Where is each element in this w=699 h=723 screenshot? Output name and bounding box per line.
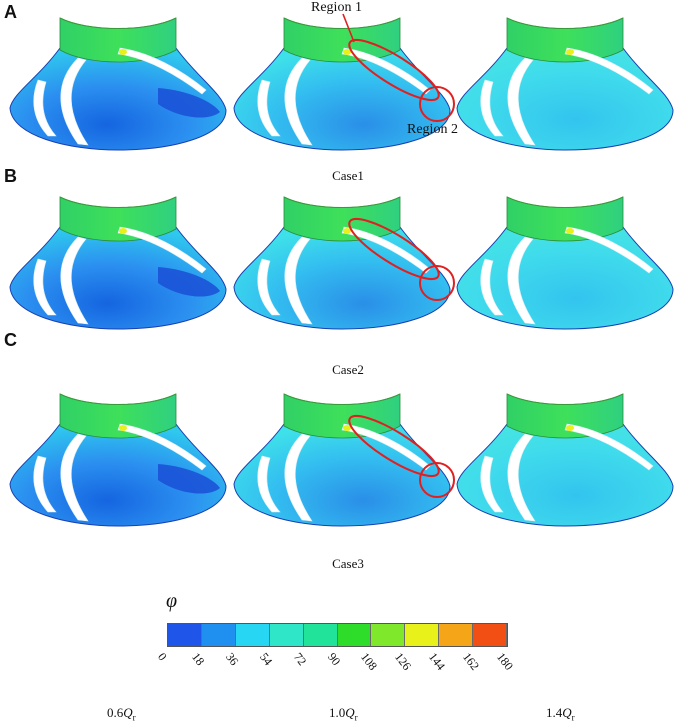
- colorbar-symbol: φ: [166, 590, 178, 612]
- blade-gap: [480, 79, 504, 137]
- impeller: [456, 196, 674, 330]
- inlet-hotspot: [119, 228, 127, 234]
- region-1-label: Region 1: [311, 0, 362, 15]
- blade-gap: [60, 433, 89, 522]
- colorbar-segment: [473, 624, 508, 646]
- impeller-rim: [283, 393, 401, 405]
- low-angle-patch: [158, 267, 220, 297]
- blade-gap: [257, 455, 281, 513]
- blade-gap: [507, 236, 536, 325]
- low-angle-patch: [158, 88, 220, 118]
- impeller-rim: [59, 196, 177, 208]
- inlet-hotspot: [566, 228, 574, 234]
- flow-rate-high-symbol: Q: [562, 705, 572, 720]
- impeller: [456, 17, 674, 151]
- flow-rate-high-sub: r: [571, 712, 575, 723]
- colorbar-segment: [371, 624, 406, 646]
- blade-gap: [60, 236, 89, 325]
- inlet-hotspot: [343, 228, 351, 234]
- blade-gap: [284, 57, 313, 146]
- colorbar-segment: [405, 624, 440, 646]
- inlet-hotspot: [343, 49, 351, 55]
- inlet-hotspot: [119, 49, 127, 55]
- colorbar-segment: [201, 624, 236, 646]
- colorbar-segment: [269, 624, 304, 646]
- impeller: [233, 196, 451, 330]
- blade-gap: [284, 236, 313, 325]
- blade-gap: [507, 57, 536, 146]
- region-2-circle: [419, 86, 455, 122]
- flow-rate-low-symbol: Q: [123, 705, 133, 720]
- impeller-rim: [283, 17, 401, 29]
- impeller: [9, 393, 227, 527]
- impeller: [233, 17, 451, 151]
- flow-rate-low-coef: 0.6: [107, 705, 124, 720]
- case-label-2: Case2: [332, 362, 364, 377]
- colorbar-segment: [337, 624, 372, 646]
- flow-rate-design-sub: r: [354, 712, 358, 723]
- flow-rate-high-coef: 1.4: [546, 705, 563, 720]
- blade-gap: [257, 258, 281, 316]
- flow-rate-low-sub: r: [132, 712, 136, 723]
- colorbar-segment: [439, 624, 474, 646]
- impeller-rim: [506, 393, 624, 405]
- region-1-ellipse: [348, 38, 440, 102]
- blade-gap: [33, 455, 57, 513]
- panel-letter-c: C: [4, 330, 17, 350]
- inlet-hotspot: [566, 425, 574, 431]
- impeller-rim: [283, 196, 401, 208]
- flow-rate-high: 1.4Qr: [546, 705, 575, 723]
- panel-letter-a: A: [4, 2, 17, 22]
- blade-gap: [33, 258, 57, 316]
- inlet-hotspot: [119, 425, 127, 431]
- impeller-rim: [506, 196, 624, 208]
- blade-gap: [480, 258, 504, 316]
- region-1-ellipse: [348, 414, 440, 478]
- inlet-hotspot: [343, 425, 351, 431]
- blade-gap: [60, 57, 89, 146]
- region-2-label: Region 2: [407, 122, 458, 137]
- region-1-leader: [342, 13, 355, 43]
- colorbar-segment: [168, 624, 202, 646]
- colorbar-segment: [235, 624, 270, 646]
- inlet-hotspot: [566, 49, 574, 55]
- colorbar-segment: [303, 624, 338, 646]
- impeller: [456, 393, 674, 527]
- impeller: [9, 196, 227, 330]
- impeller-rim: [506, 17, 624, 29]
- flow-rate-design-symbol: Q: [345, 705, 355, 720]
- panel-letter-b: B: [4, 166, 17, 186]
- low-angle-patch: [158, 464, 220, 494]
- blade-gap: [257, 79, 281, 137]
- case-label-1: Case1: [332, 168, 364, 183]
- blade-gap: [480, 455, 504, 513]
- impeller: [9, 17, 227, 151]
- region-1-ellipse: [348, 217, 440, 281]
- region-2-circle: [419, 265, 455, 301]
- impeller-rim: [59, 393, 177, 405]
- impeller-rim: [59, 17, 177, 29]
- blade-gap: [33, 79, 57, 137]
- flow-rate-design-coef: 1.0: [329, 705, 346, 720]
- flow-rate-low: 0.6Qr: [107, 705, 136, 723]
- flow-rate-design: 1.0Qr: [329, 705, 358, 723]
- impeller: [233, 393, 451, 527]
- blade-gap: [507, 433, 536, 522]
- blade-gap: [284, 433, 313, 522]
- case-label-3: Case3: [332, 556, 364, 571]
- colorbar: [167, 623, 508, 647]
- region-2-circle: [419, 462, 455, 498]
